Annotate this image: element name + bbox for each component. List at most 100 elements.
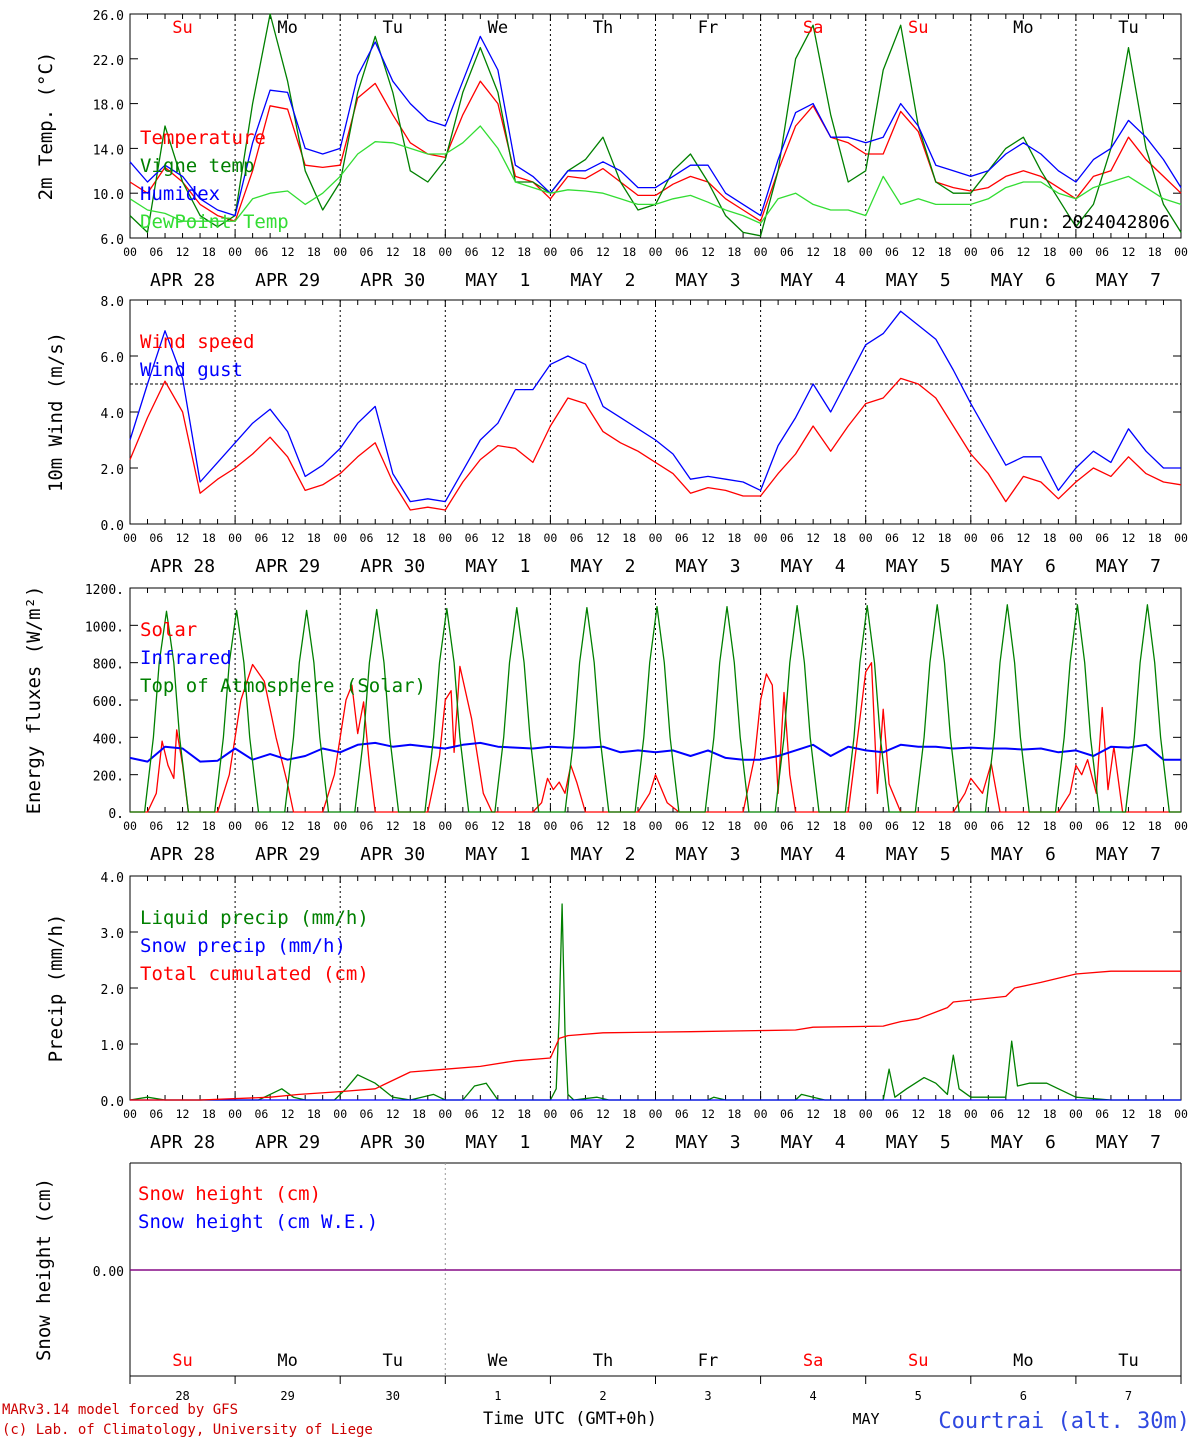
hour-label: 18: [202, 819, 216, 833]
hour-label: 00: [1069, 819, 1083, 833]
hour-label: 06: [149, 245, 163, 259]
hour-label: 00: [1174, 531, 1188, 545]
hour-label: 06: [675, 245, 689, 259]
date-label: MAY 7: [1096, 1132, 1161, 1153]
hour-label: 18: [832, 1107, 846, 1121]
day-name: Su: [172, 18, 192, 38]
hour-label: 00: [333, 531, 347, 545]
date-label: MAY 1: [465, 1132, 530, 1153]
hour-label: 18: [1043, 531, 1057, 545]
y-tick-label: 200.: [93, 770, 124, 785]
date-label: APR 29: [255, 270, 320, 291]
hour-label: 18: [832, 531, 846, 545]
date-label: MAY 2: [570, 844, 635, 865]
hour-label: 00: [859, 531, 873, 545]
hour-label: 06: [360, 819, 374, 833]
hour-label: 12: [806, 531, 820, 545]
y-tick-label: 0.: [108, 807, 124, 822]
hour-label: 18: [307, 531, 321, 545]
hour-label: 18: [517, 531, 531, 545]
hour-label: 18: [1043, 819, 1057, 833]
series-line-1: [129, 903, 1181, 1101]
hour-label: 12: [176, 1107, 190, 1121]
panel-2: 0.0 2.0 4.0 6.0 8.0 10m Wind (m/s) Wind speed W…: [45, 295, 1188, 577]
hour-label: 12: [491, 819, 505, 833]
hour-label: 18: [412, 1107, 426, 1121]
y-tick-label: 8.0: [101, 295, 124, 310]
hour-label: 18: [622, 819, 636, 833]
hour-label: 12: [386, 245, 400, 259]
date-label: MAY 1: [465, 270, 530, 291]
day-number: 29: [280, 1389, 294, 1403]
hour-label: 18: [1148, 245, 1162, 259]
footer-model: MARv3.14 model forced by GFS: [2, 1402, 238, 1418]
hour-label: 06: [990, 819, 1004, 833]
hour-label: 12: [701, 1107, 715, 1121]
y-axis-label: 10m Wind (m/s): [45, 332, 67, 492]
hour-label: 18: [1148, 1107, 1162, 1121]
date-label: MAY 6: [991, 1132, 1056, 1153]
date-label: MAY 2: [570, 556, 635, 577]
hour-label: 00: [543, 531, 557, 545]
hour-label: 12: [176, 531, 190, 545]
y-tick-label: 26.0: [93, 9, 124, 24]
hour-label: 00: [1174, 1107, 1188, 1121]
hour-label: 12: [911, 245, 925, 259]
day-number: 1: [494, 1389, 501, 1403]
date-label: MAY 2: [570, 270, 635, 291]
panel-5: 0.00 Snow height (cm) Snow height (cm) Snow…: [33, 1162, 1182, 1384]
hour-label: 00: [964, 819, 978, 833]
day-number: 3: [704, 1389, 711, 1403]
hour-label: 00: [1069, 1107, 1083, 1121]
date-label: APR 29: [255, 556, 320, 577]
hour-label: 06: [465, 819, 479, 833]
hour-label: 06: [990, 1107, 1004, 1121]
hour-label: 00: [123, 1107, 137, 1121]
hour-label: 06: [465, 531, 479, 545]
hour-label: 18: [727, 245, 741, 259]
date-label: MAY 1: [465, 844, 530, 865]
hour-label: 00: [333, 245, 347, 259]
y-tick-label: 0.0: [101, 1095, 124, 1110]
hour-label: 00: [649, 819, 663, 833]
hour-label: 12: [281, 531, 295, 545]
hour-label: 06: [780, 531, 794, 545]
y-tick-label: 800.: [93, 658, 124, 673]
y-axis-label: Snow height (cm): [33, 1178, 55, 1361]
hour-label: 12: [701, 819, 715, 833]
day-number: 6: [1020, 1389, 1027, 1403]
legend-entry: Total cumulated (cm): [140, 963, 369, 985]
hour-label: 00: [123, 819, 137, 833]
hour-label: 12: [596, 819, 610, 833]
day-number: 5: [915, 1389, 922, 1403]
hour-label: 12: [806, 1107, 820, 1121]
hour-label: 12: [386, 531, 400, 545]
hour-label: 12: [1016, 245, 1030, 259]
hour-label: 12: [596, 1107, 610, 1121]
legend-entry: Wind gust: [140, 359, 243, 381]
day-name-bottom: Tu: [1118, 1351, 1138, 1371]
hour-label: 12: [1122, 1107, 1136, 1121]
hour-label: 18: [307, 819, 321, 833]
hour-label: 06: [885, 819, 899, 833]
y-tick-label: 14.0: [93, 143, 124, 158]
panel-4: 0.0 1.0 2.0 3.0 4.0 Precip (mm/h) Liquid preci…: [45, 871, 1188, 1153]
y-tick-label: 18.0: [93, 99, 124, 114]
hour-label: 18: [622, 1107, 636, 1121]
y-axis-label: Energy fluxes (W/m²): [23, 586, 45, 815]
day-name-bottom: Tu: [383, 1351, 403, 1371]
hour-label: 18: [938, 531, 952, 545]
hour-label: 06: [885, 245, 899, 259]
hour-label: 18: [412, 531, 426, 545]
series-line-1: [129, 377, 1182, 511]
hour-label: 12: [491, 1107, 505, 1121]
hour-label: 00: [543, 819, 557, 833]
date-label: MAY 3: [676, 270, 741, 291]
hour-label: 12: [281, 1107, 295, 1121]
x-axis-label: Time UTC (GMT+0h): [483, 1409, 657, 1429]
hour-label: 06: [675, 1107, 689, 1121]
hour-label: 18: [622, 531, 636, 545]
hour-label: 06: [570, 531, 584, 545]
day-number: 30: [386, 1389, 400, 1403]
day-name-bottom: We: [488, 1351, 508, 1371]
